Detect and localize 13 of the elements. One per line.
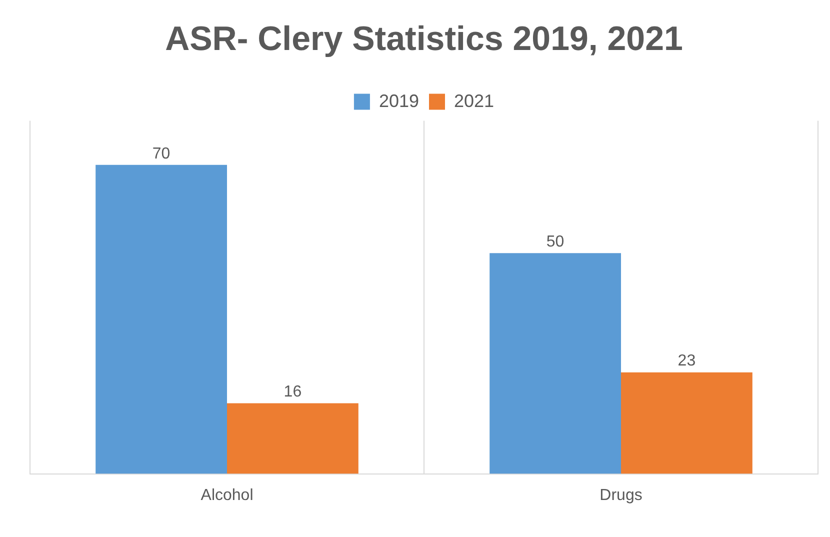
bar (621, 372, 752, 474)
legend-label: 2021 (454, 90, 494, 111)
data-label: 23 (678, 352, 696, 370)
chart-title: ASR- Clery Statistics 2019, 2021 (165, 20, 683, 58)
x-tick-label: Alcohol (200, 486, 254, 504)
data-label: 50 (546, 234, 564, 251)
data-label: 70 (152, 145, 170, 162)
x-tick-label: Drugs (600, 486, 642, 504)
legend-label: 2019 (378, 90, 420, 111)
bar (96, 164, 227, 474)
data-label: 16 (284, 384, 302, 401)
bar (227, 403, 358, 474)
bar (490, 253, 621, 474)
